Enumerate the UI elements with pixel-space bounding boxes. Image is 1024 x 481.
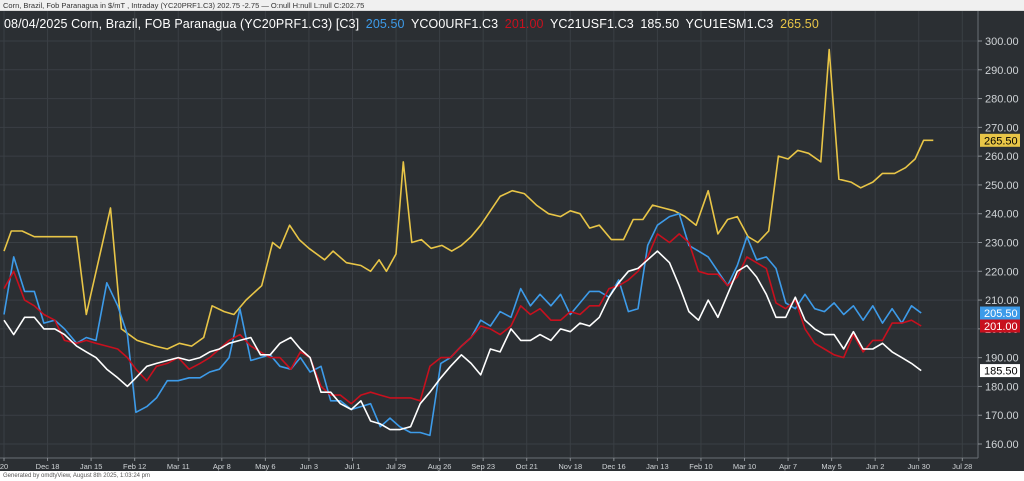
footer-note: Generated by omdtyView, August 8th 2025,… bbox=[0, 471, 1024, 481]
y-tick-label: 230.00 bbox=[985, 238, 1019, 250]
x-tick-label: Dec 18 bbox=[36, 462, 60, 471]
y-tick-label: 160.00 bbox=[985, 439, 1019, 451]
last-value-box-3 bbox=[980, 319, 1020, 333]
series-4-value: 265.50 bbox=[780, 17, 819, 31]
y-tick-label: 280.00 bbox=[985, 94, 1019, 106]
x-tick-label: Jun 3 bbox=[300, 462, 318, 471]
y-tick-label: 300.00 bbox=[985, 36, 1019, 48]
x-tick-label: Jun 2 bbox=[866, 462, 884, 471]
series-3-value: 185.50 bbox=[640, 17, 680, 31]
series-2-label: YCO0URF1.C3 bbox=[410, 17, 499, 31]
y-tick-label: 170.00 bbox=[985, 410, 1019, 422]
line-chart[interactable]: 20 Dec 18 Jan 15 Feb 12 Mar 11 Apr 8 May 6 Jun … bbox=[0, 11, 1024, 471]
chart-panel[interactable]: 20 Dec 18 Jan 15 Feb 12 Mar 11 Apr 8 May 6 Jun … bbox=[0, 11, 1024, 471]
x-tick-label: Aug 26 bbox=[428, 462, 452, 471]
last-value-label-2: 205.50 bbox=[984, 308, 1018, 320]
x-tick-label: Apr 7 bbox=[779, 462, 797, 471]
x-tick-label: Nov 18 bbox=[558, 462, 582, 471]
x-tick-label: Jun 30 bbox=[907, 462, 930, 471]
x-tick-label: Jul 28 bbox=[952, 462, 972, 471]
last-value-box-4 bbox=[980, 364, 1020, 378]
x-tick-label: Jul 1 bbox=[345, 462, 361, 471]
info-line: Corn, Brazil, Fob Paranagua in $/mT , In… bbox=[0, 0, 1024, 11]
series-lines bbox=[3, 48, 934, 437]
y-tick-label: 260.00 bbox=[985, 151, 1019, 163]
y-tick-label: 270.00 bbox=[985, 122, 1019, 134]
y-tick-label: 220.00 bbox=[985, 266, 1019, 278]
x-tick-label: Feb 10 bbox=[689, 462, 712, 471]
y-tick-label: 190.00 bbox=[985, 353, 1019, 365]
x-tick-label: Jul 29 bbox=[386, 462, 406, 471]
last-value-box-2 bbox=[980, 306, 1020, 320]
x-tick-label: Oct 21 bbox=[516, 462, 538, 471]
y-tick-label: 240.00 bbox=[985, 209, 1019, 221]
series-line-1 bbox=[3, 48, 934, 350]
series-line-3 bbox=[3, 233, 922, 405]
grid-lines bbox=[0, 11, 978, 458]
last-value-label-4: 185.50 bbox=[984, 366, 1018, 378]
series-1-value: 205.50 bbox=[365, 17, 405, 31]
x-axis: 20 Dec 18 Jan 15 Feb 12 Mar 11 Apr 8 May 6 Jun … bbox=[0, 457, 978, 471]
x-tick-label: May 5 bbox=[821, 462, 841, 471]
x-tick-label: Dec 16 bbox=[602, 462, 626, 471]
x-tick-label: Apr 8 bbox=[213, 462, 231, 471]
chart-title: 08/04/2025 Corn, Brazil, FOB Paranagua (… bbox=[4, 17, 360, 31]
y-axis: 160.00170.00180.00190.00200.00210.00220.… bbox=[977, 11, 1019, 458]
x-tick-label: Jan 15 bbox=[80, 462, 103, 471]
x-tick-label: Mar 10 bbox=[733, 462, 756, 471]
y-tick-label: 250.00 bbox=[985, 180, 1019, 192]
last-value-label-3: 201.00 bbox=[984, 321, 1018, 333]
x-tick-label: Feb 12 bbox=[123, 462, 146, 471]
series-2-value: 201.00 bbox=[504, 17, 544, 31]
series-3-label: YC21USF1.C3 bbox=[549, 17, 634, 31]
y-tick-label: 180.00 bbox=[985, 381, 1019, 393]
x-tick-label: 20 bbox=[0, 462, 8, 471]
series-4-label: YCU1ESM1.C3 bbox=[685, 17, 774, 31]
y-tick-label: 290.00 bbox=[985, 65, 1019, 77]
last-value-label-1: 265.50 bbox=[984, 135, 1018, 147]
x-tick-label: Mar 11 bbox=[167, 462, 190, 471]
x-tick-label: Jan 13 bbox=[646, 462, 669, 471]
chart-header: 08/04/2025 Corn, Brazil, FOB Paranagua (… bbox=[4, 17, 822, 31]
last-value-box-1 bbox=[980, 133, 1020, 147]
y-tick-label: 210.00 bbox=[985, 295, 1019, 307]
x-tick-label: Sep 23 bbox=[471, 462, 495, 471]
x-tick-label: May 6 bbox=[255, 462, 275, 471]
series-line-2 bbox=[3, 212, 922, 437]
series-line-4 bbox=[3, 250, 922, 431]
